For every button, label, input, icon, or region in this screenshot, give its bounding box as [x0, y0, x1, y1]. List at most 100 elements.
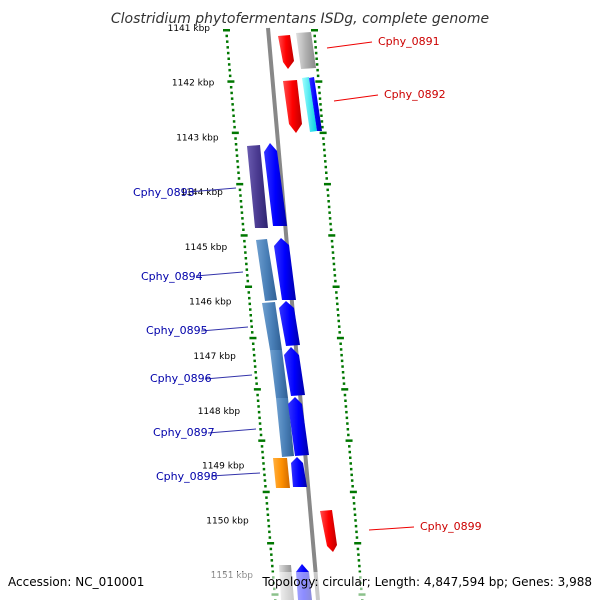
left-grid-dot — [245, 268, 249, 271]
gene-cphy-0899-arrow[interactable] — [320, 510, 337, 552]
left-grid-dot — [266, 507, 269, 511]
right-grid-dot — [342, 376, 345, 380]
right-grid-dot — [355, 530, 358, 534]
left-grid-dot — [264, 485, 267, 488]
gene-cphy-0892[interactable]: Cphy_0892 — [283, 77, 446, 133]
right-grid-dot — [341, 371, 345, 374]
right-grid-dot — [349, 462, 352, 465]
left-grid-dot — [235, 154, 239, 157]
gene-cphy-0895[interactable]: Cphy_0895 — [146, 301, 300, 350]
gene-cphy-0892-cog-box — [302, 77, 317, 132]
gene-cphy-0897[interactable]: Cphy_0897 — [153, 397, 309, 457]
right-grid-dot — [339, 342, 342, 345]
left-grid-dot — [240, 211, 244, 214]
footer-backdrop — [0, 572, 600, 600]
right-grid-dot — [332, 257, 335, 260]
right-grid-dot — [324, 165, 328, 169]
left-grid-dot — [265, 502, 269, 505]
gene-cphy-0895-label[interactable]: Cphy_0895 — [146, 324, 208, 337]
left-grid-dot — [235, 148, 238, 152]
gene-cphy-0896-arrow[interactable] — [284, 347, 305, 396]
footer-accession: Accession: NC_010001 — [8, 575, 144, 589]
left-grid-dot — [240, 234, 248, 237]
left-grid-dot — [267, 542, 275, 545]
gene-cphy-0895-leader — [200, 326, 249, 332]
gene-cphy-0893-arrow[interactable] — [264, 143, 287, 226]
right-grid-dot — [327, 200, 330, 203]
right-grid-dot — [339, 348, 343, 351]
right-grid-dot — [336, 336, 344, 340]
left-grid-dot — [228, 74, 232, 78]
left-grid-dot — [256, 393, 259, 397]
left-grid-dot — [263, 479, 267, 482]
left-grid-dot — [261, 450, 264, 454]
right-grid-dot — [323, 182, 331, 186]
left-grid-dot — [226, 46, 229, 49]
gene-cphy-0893[interactable]: Cphy_0893 — [133, 143, 287, 228]
gene-cphy-0893-label[interactable]: Cphy_0893 — [133, 186, 195, 199]
left-grid-dot — [254, 371, 257, 374]
gene-cphy-0898-leader — [210, 472, 261, 477]
right-grid-dot — [328, 217, 332, 220]
gene-cphy-0891-arrow[interactable] — [278, 35, 294, 69]
gene-cphy-0892-arrow[interactable] — [283, 80, 302, 133]
right-grid-dot — [346, 428, 350, 431]
tick-label: 1149 kbp — [202, 462, 245, 472]
gene-cphy-0891[interactable]: Cphy_0891 — [278, 32, 440, 69]
tick-label: 1150 kbp — [206, 516, 249, 526]
gene-cphy-0898[interactable]: Cphy_0898 — [156, 457, 307, 488]
gene-cphy-0894[interactable]: Cphy_0894 — [141, 238, 296, 301]
gene-cphy-0899-label[interactable]: Cphy_0899 — [420, 520, 482, 533]
right-grid-dot — [326, 188, 329, 192]
right-grid-dot — [340, 353, 343, 357]
gene-cphy-0897-arrow[interactable] — [288, 397, 309, 456]
gene-cphy-0896-label[interactable]: Cphy_0896 — [150, 372, 212, 385]
right-grid-dot — [329, 222, 332, 226]
right-grid-dot — [315, 80, 323, 83]
left-grid-dot — [267, 524, 271, 528]
left-grid-dot — [260, 445, 264, 448]
left-grid-dot — [270, 553, 273, 556]
right-grid-dot — [352, 502, 356, 505]
gene-cphy-0896-cog-box — [270, 350, 288, 398]
gene-cphy-0894-label[interactable]: Cphy_0894 — [141, 270, 203, 283]
gene-cphy-0897-label[interactable]: Cphy_0897 — [153, 426, 215, 439]
right-grid-dot — [333, 274, 337, 277]
right-grid-dot — [325, 171, 328, 174]
right-grid-dot — [314, 46, 317, 49]
right-grid-dot — [343, 393, 347, 397]
left-grid-dot — [256, 399, 260, 402]
right-grid-dot — [350, 473, 353, 477]
right-grid-dot — [335, 296, 339, 300]
gene-cphy-0898-label[interactable]: Cphy_0898 — [156, 470, 218, 483]
gene-cphy-0891-label[interactable]: Cphy_0891 — [378, 35, 440, 48]
right-grid-dot — [345, 410, 348, 414]
left-grid-dot — [265, 496, 268, 499]
right-grid-dot — [323, 154, 327, 157]
left-grid-dot — [250, 331, 254, 334]
left-grid-dot — [254, 376, 258, 380]
right-grid-dot — [340, 359, 344, 363]
right-grid-dot — [331, 245, 334, 249]
left-grid-dot — [252, 353, 256, 357]
right-grid-dot — [327, 205, 331, 209]
left-grid-dot — [249, 314, 252, 317]
right-grid-dot — [324, 160, 327, 163]
left-grid-dot — [263, 473, 266, 477]
right-grid-dot — [352, 496, 355, 499]
tick-label: 1141 kbp — [168, 24, 211, 34]
gene-cphy-0896[interactable]: Cphy_0896 — [150, 347, 305, 398]
right-grid-dot — [332, 285, 340, 288]
left-grid-dot — [239, 194, 242, 197]
left-grid-dot — [227, 63, 231, 66]
gene-cphy-0894-arrow[interactable] — [274, 238, 296, 300]
right-grid-dot — [344, 399, 347, 402]
gene-cphy-0892-label[interactable]: Cphy_0892 — [384, 88, 446, 101]
gene-cphy-0895-arrow[interactable] — [279, 301, 300, 346]
gene-cphy-0898-arrow[interactable] — [291, 457, 307, 487]
tick-label: 1146 kbp — [189, 298, 232, 308]
gene-cphy-0891-leader — [326, 41, 373, 49]
left-grid-dot — [240, 205, 243, 209]
gene-cphy-0899[interactable]: Cphy_0899 — [320, 510, 482, 552]
right-grid-dot — [325, 177, 328, 180]
